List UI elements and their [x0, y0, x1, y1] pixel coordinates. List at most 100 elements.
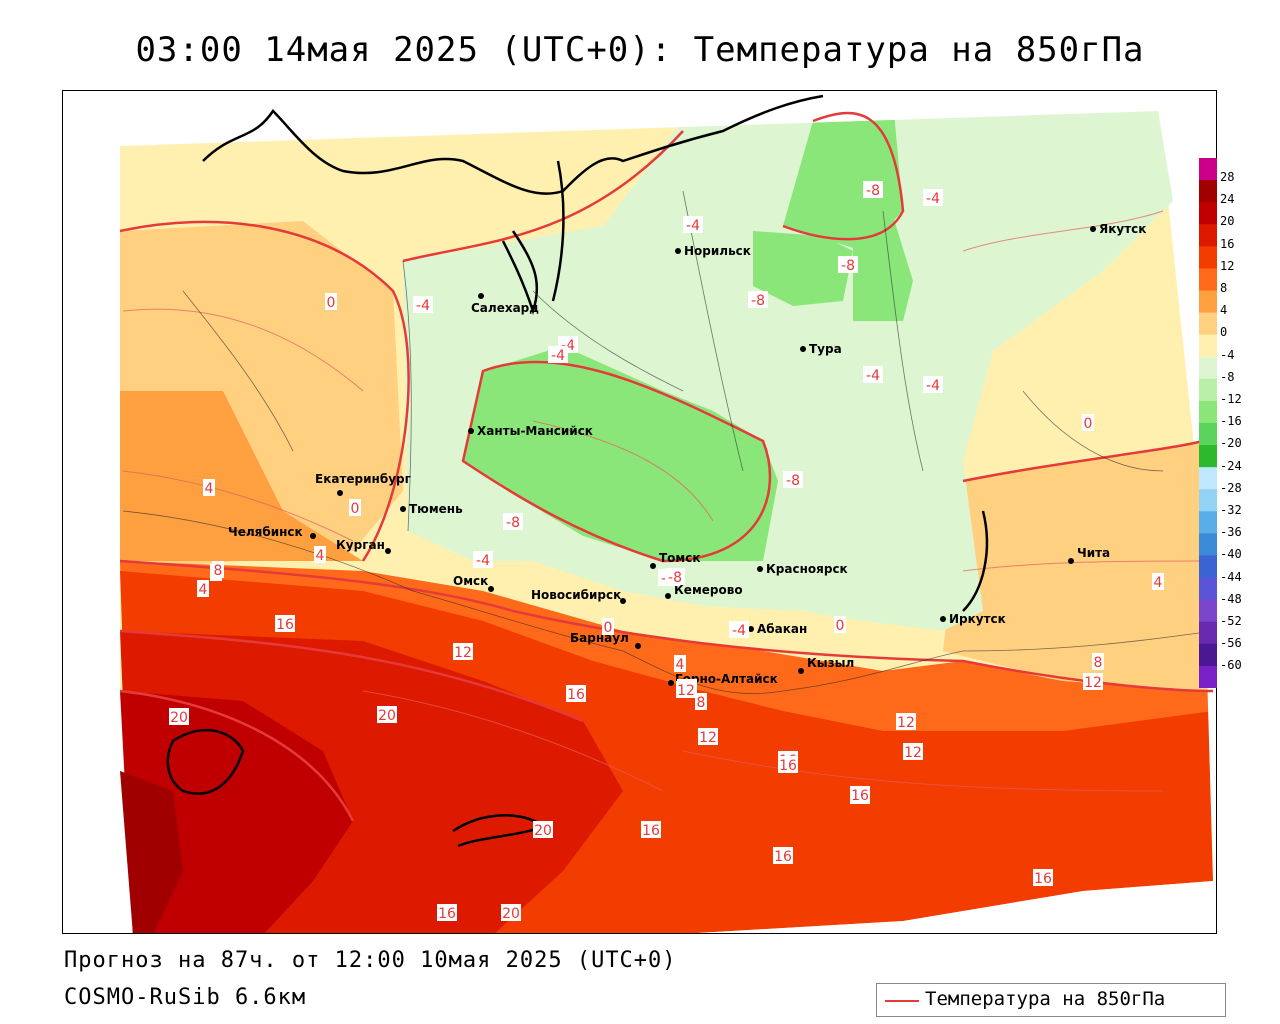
- contour-label-layer: -4-4-8-8-8-40-4-4-8-4-40-8-8-40404812162…: [169, 181, 1164, 922]
- contour-label-bg: [548, 346, 568, 363]
- zone-minus8-mid: [753, 231, 853, 306]
- colorbar-tick-label: -28: [1220, 480, 1242, 495]
- contour-label: -8: [506, 515, 520, 531]
- contour-label: -8: [786, 473, 800, 489]
- colorbar-swatch: [1199, 224, 1217, 247]
- zone-minus8-east: [853, 216, 913, 321]
- contour-label-bg: [923, 376, 943, 393]
- colorbar-labels: 28 24 20 16 12 8 4 0 -4 -8 -12 -16 -20 -24 -28 -32 -36 -4…: [1220, 170, 1280, 690]
- contour-label-bg: [413, 296, 433, 313]
- city-label: Якутск: [1099, 222, 1146, 236]
- city-label: Томск: [659, 551, 701, 565]
- colorbar-swatch: [1199, 511, 1217, 534]
- contour-label-bg: [602, 618, 614, 635]
- model-info: COSMO-RuSib 6.6км: [64, 985, 307, 1010]
- zone-minus8-north: [783, 101, 903, 251]
- colorbar-tick-label: -32: [1220, 503, 1242, 517]
- contour-label-bg: [773, 847, 793, 864]
- contour-label: -4: [926, 378, 940, 394]
- colorbar-tick-label: 0: [1220, 325, 1228, 340]
- contour-label-bg: [748, 291, 768, 308]
- city-marker: [478, 293, 484, 299]
- city-label: Омск: [453, 574, 488, 588]
- contour-label-bg: [314, 546, 326, 563]
- colorbar-swatch: [1199, 180, 1217, 203]
- city-marker: [468, 428, 474, 434]
- map-canvas: Норильск Якутск Салехард Тура Ханты-Мансийск…: [63, 91, 1216, 933]
- colorbar-tick-label: 8: [1220, 281, 1228, 295]
- forecast-info: Прогноз на 87ч. от 12:00 10мая 2025 (UTC…: [64, 948, 677, 973]
- contour-label-bg: [212, 561, 224, 578]
- city-marker: [488, 586, 494, 592]
- colorbar-tick-label: 4: [1220, 303, 1228, 318]
- contour-label-bg: [896, 713, 916, 730]
- contour-label: -4: [551, 348, 565, 364]
- city-label: Новосибирск: [531, 588, 621, 602]
- city-marker: [337, 490, 343, 496]
- colorbar-swatch: [1199, 400, 1217, 424]
- colorbar-tick-label: -44: [1220, 569, 1242, 584]
- contour-label-bg: [203, 479, 215, 496]
- contour-label: 12: [677, 683, 695, 699]
- contour-label: -4: [732, 623, 746, 639]
- contour-label: 16: [276, 617, 294, 633]
- colorbar-tick-label: -4: [1220, 347, 1235, 362]
- contour-label-bg: [641, 821, 661, 838]
- contour-label-bg: [923, 189, 943, 206]
- city-label: Ханты-Мансийск: [477, 424, 593, 438]
- contour-label-bg: [566, 685, 586, 702]
- contour-label-bg: [1083, 673, 1103, 690]
- contour-label-bg: [377, 706, 397, 723]
- colorbar-tick-label: -52: [1220, 614, 1242, 628]
- contour-label-bg: [729, 621, 749, 638]
- contour-label: 20: [502, 906, 520, 922]
- contour-label: -4: [926, 191, 940, 207]
- city-label: Норильск: [684, 244, 751, 258]
- contour-label: 16: [779, 758, 797, 774]
- contour-label: 20: [378, 708, 396, 724]
- colorbar-tick-label: -12: [1220, 392, 1242, 406]
- contour-label: 4: [199, 582, 208, 598]
- contour-label: 16: [774, 849, 792, 865]
- contour-label: 16: [642, 823, 660, 839]
- colorbar-swatch: [1199, 158, 1217, 181]
- contour-label-bg: [169, 708, 189, 725]
- contour-label-bg: [197, 580, 209, 597]
- contour-label: -8: [751, 293, 765, 309]
- city-marker: [940, 616, 946, 622]
- contour-label: -8: [668, 570, 682, 586]
- legend-label: Температура на 850гПа: [925, 988, 1166, 1010]
- city-label: Горно-Алтайск: [675, 672, 778, 686]
- city-marker: [757, 566, 763, 572]
- contour-label-bg: [503, 513, 523, 530]
- colorbar-swatch: [1199, 467, 1217, 490]
- city-label: Кызыл: [807, 656, 854, 670]
- city-marker: [385, 548, 391, 554]
- map-title: 03:00 14мая 2025 (UTC+0): Температура на…: [135, 30, 1145, 70]
- contour-label-bg: [838, 256, 858, 273]
- colorbar-tick-label: -8: [1220, 369, 1235, 384]
- contour-label-bg: [533, 821, 553, 838]
- isotherms: [119, 111, 1214, 822]
- contour-label-bg: [1152, 573, 1164, 590]
- colorbar-swatch: [1199, 334, 1217, 358]
- contour-label-bg: [501, 904, 521, 921]
- contour-label: -4: [866, 368, 880, 384]
- city-label: Челябинск: [228, 525, 303, 539]
- city-marker: [400, 506, 406, 512]
- city-label: Салехард: [471, 301, 539, 315]
- colorbar-swatch: [1199, 555, 1217, 579]
- city-layer: Норильск Якутск Салехард Тура Ханты-Мансийск…: [228, 222, 1146, 686]
- contour-label: 8: [1094, 655, 1103, 671]
- contour-label-bg: [903, 743, 923, 760]
- city-marker: [800, 346, 806, 352]
- contour-label: 0: [604, 620, 613, 636]
- contour-label-bg: [778, 756, 798, 773]
- contour-label: -4: [476, 553, 490, 569]
- city-marker: [748, 626, 754, 632]
- city-marker: [798, 668, 804, 674]
- contour-label: 8: [697, 695, 706, 711]
- colorbar-tick-label: 12: [1220, 258, 1235, 273]
- contour-label: 16: [1034, 871, 1052, 887]
- contour-label: 4: [205, 481, 214, 497]
